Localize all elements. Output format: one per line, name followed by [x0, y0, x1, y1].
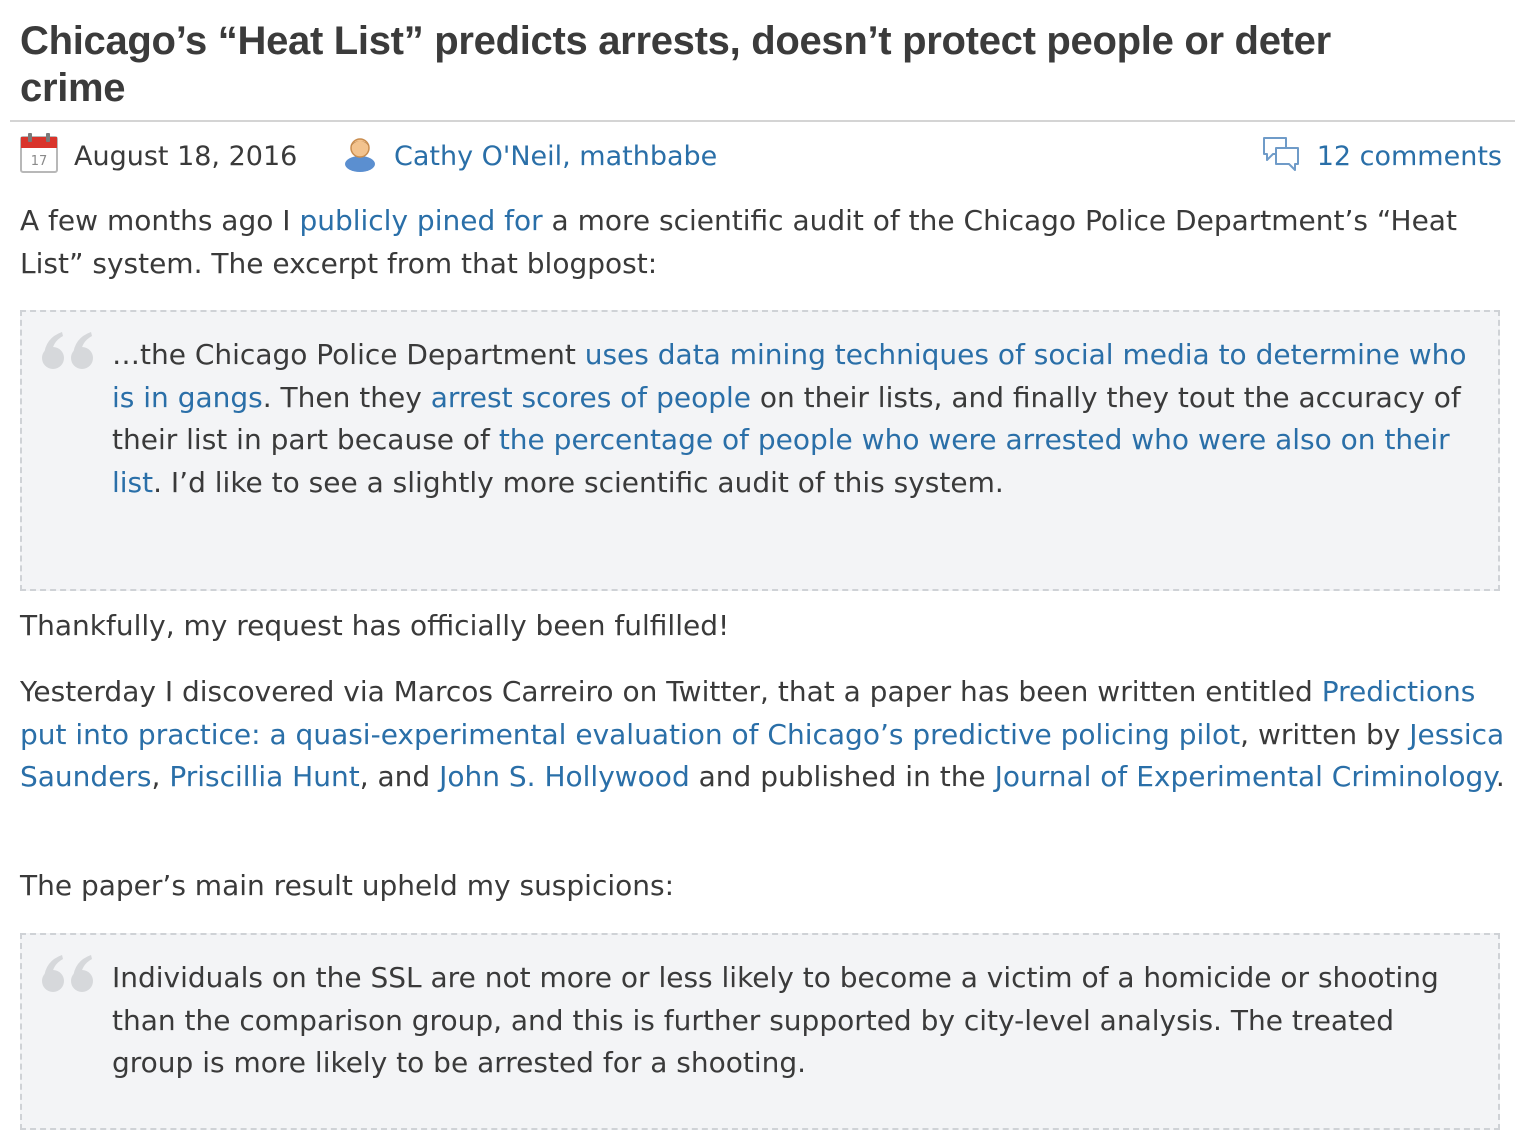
quote-mark-icon	[40, 949, 100, 1003]
author-saunders-link[interactable]: Jessica Saunders	[20, 717, 1505, 794]
percentage-link[interactable]: the percentage of people who were arrest…	[112, 423, 1450, 499]
fulfilled-paragraph: Thankfully, my request has officially be…	[20, 609, 730, 642]
speech-bubbles-icon	[1261, 135, 1301, 178]
title-divider	[10, 120, 1515, 122]
text-run: , and	[359, 760, 440, 793]
quote-mark-icon	[40, 326, 100, 380]
text-run: and published in the	[689, 760, 995, 793]
text-run: ,	[151, 760, 170, 793]
author-hollywood-link[interactable]: John S. Hollywood	[439, 760, 690, 793]
blockquote: Individuals on the SSL are not more or l…	[20, 933, 1500, 1130]
post-author: Cathy O'Neil, mathbabe	[342, 132, 717, 180]
text-run: . I’d like to see a slightly more scient…	[153, 465, 1004, 499]
text-run: on their lists, and finally they tout th…	[112, 380, 1461, 457]
paper-paragraph: Yesterday I discovered via Marcos Carrei…	[20, 671, 1510, 799]
quote-text: …the Chicago Police Department uses data…	[112, 334, 1477, 504]
paper-title-link[interactable]: Predictions put into practice: a quasi-e…	[20, 675, 1476, 751]
publicly-pined-link[interactable]: publicly pined for	[299, 204, 543, 237]
text-run: …the Chicago Police Department	[112, 338, 585, 371]
author-link[interactable]: Cathy O'Neil, mathbabe	[394, 140, 718, 172]
date-text: August 18, 2016	[74, 140, 298, 172]
post-comments: 12 comments	[1261, 132, 1502, 180]
post-title: Chicago’s “Heat List” predicts arrests, …	[20, 19, 1331, 110]
author-hunt-link[interactable]: Priscillia Hunt	[169, 760, 360, 793]
text-run: , written by	[1240, 717, 1410, 751]
text-run: . Then they	[262, 380, 431, 414]
text-run: .	[1495, 760, 1505, 793]
comments-link[interactable]: 12 comments	[1316, 140, 1502, 172]
user-icon	[342, 134, 378, 179]
text-run: a more scientific audit of the Chicago P…	[20, 204, 1457, 280]
arrest-scores-link[interactable]: arrest scores of people	[430, 380, 751, 414]
blockquote: …the Chicago Police Department uses data…	[20, 310, 1500, 591]
text-run: Yesterday I discovered via Marcos Carrei…	[20, 675, 1322, 708]
svg-text:17: 17	[31, 154, 48, 169]
result-paragraph: The paper’s main result upheld my suspic…	[20, 869, 675, 902]
quote-text: Individuals on the SSL are not more or l…	[112, 961, 1439, 1079]
data-mining-link[interactable]: uses data mining techniques of social me…	[112, 338, 1467, 414]
intro-paragraph: A few months ago I publicly pined for a …	[20, 200, 1510, 285]
journal-link[interactable]: Journal of Experimental Criminology	[994, 760, 1496, 793]
text-run: A few months ago I	[20, 204, 300, 237]
calendar-icon: 17	[20, 132, 58, 180]
post-date: 17 August 18, 2016	[20, 132, 297, 180]
